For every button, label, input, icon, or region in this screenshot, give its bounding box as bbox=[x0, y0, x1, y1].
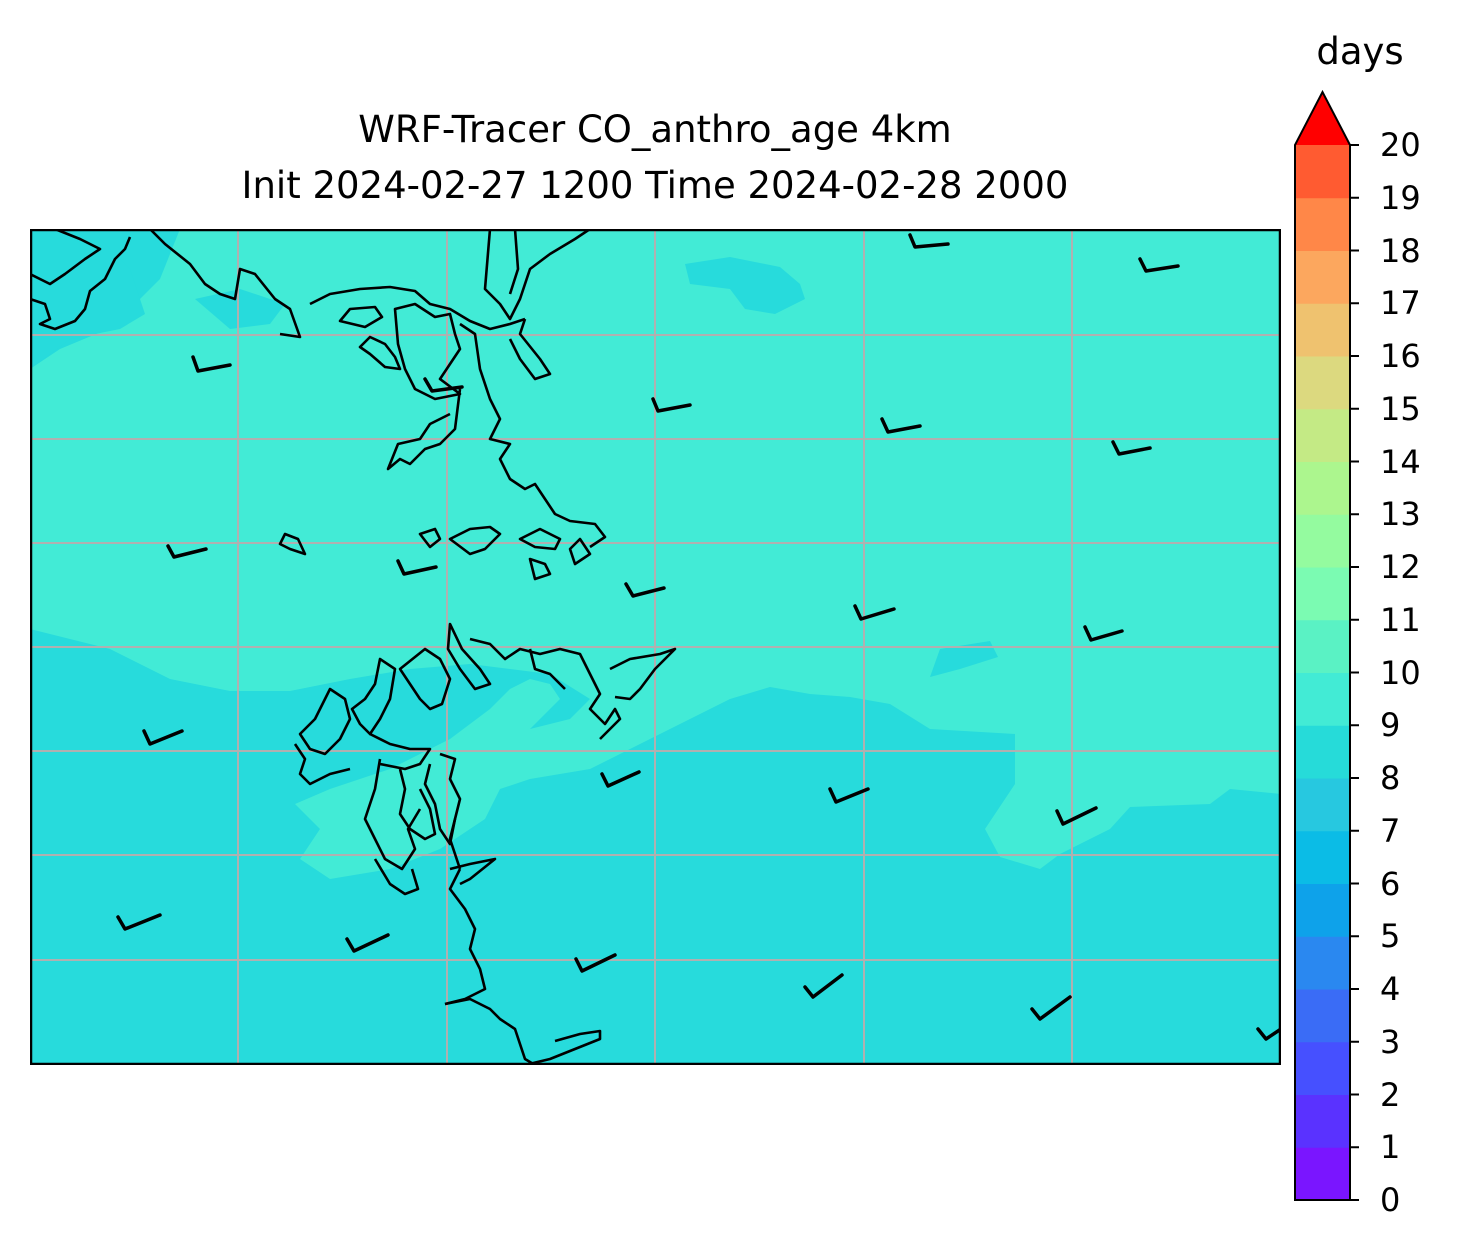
wind-barb bbox=[1138, 257, 1180, 273]
colorbar-segment bbox=[1295, 356, 1350, 410]
coastlines bbox=[30, 229, 677, 1065]
colorbar-extend-arrow bbox=[1295, 92, 1350, 145]
wind-barb bbox=[1055, 806, 1098, 826]
wind-barb bbox=[142, 729, 184, 746]
colorbar-tick-label: 2 bbox=[1380, 1075, 1401, 1114]
colorbar-segment bbox=[1295, 250, 1350, 304]
colorbar-tick-label: 4 bbox=[1380, 970, 1401, 1008]
chart-title: WRF-Tracer CO_anthro_age 4km bbox=[358, 108, 952, 151]
colorbar-tick-label: 16 bbox=[1380, 337, 1421, 375]
wind-barb bbox=[908, 233, 950, 249]
wind-barb bbox=[853, 604, 896, 621]
colorbar-segment bbox=[1295, 514, 1350, 568]
field-blob-top bbox=[685, 257, 805, 314]
colorbar-segment bbox=[1295, 408, 1350, 462]
colorbar-tick-label: 17 bbox=[1380, 284, 1421, 323]
colorbar-segment bbox=[1295, 883, 1350, 937]
wind-barb bbox=[624, 582, 666, 598]
wind-barb bbox=[166, 544, 208, 559]
colorbar-segment bbox=[1295, 197, 1350, 251]
colorbar-tick-label: 0 bbox=[1380, 1181, 1401, 1219]
wind-barb bbox=[880, 417, 922, 434]
colorbar-segment bbox=[1295, 461, 1350, 515]
colorbar-segment bbox=[1295, 567, 1350, 621]
wind-barb bbox=[1256, 1027, 1281, 1041]
field-blob-mid bbox=[195, 289, 285, 329]
colorbar-segment bbox=[1295, 936, 1350, 990]
chart-subtitle: Init 2024-02-27 1200 Time 2024-02-28 200… bbox=[241, 164, 1069, 207]
colorbar-tick-label: 1 bbox=[1380, 1128, 1401, 1167]
colorbar-segment bbox=[1295, 989, 1350, 1043]
wind-barb bbox=[345, 933, 390, 953]
colorbar-tick-label: 15 bbox=[1380, 389, 1421, 428]
colorbar-segment bbox=[1295, 672, 1350, 726]
wind-barb bbox=[651, 397, 692, 413]
wind-barb bbox=[1030, 995, 1072, 1021]
colorbar-tick-label: 14 bbox=[1380, 442, 1421, 481]
wind-barb bbox=[423, 377, 464, 393]
colorbar-segment bbox=[1295, 830, 1350, 884]
colorbar-segment bbox=[1295, 778, 1350, 832]
wind-barb bbox=[600, 770, 641, 788]
wind-barb bbox=[803, 973, 844, 999]
wind-barbs bbox=[116, 233, 1281, 1041]
map-border bbox=[30, 229, 1281, 1065]
colorbar-tick-label: 3 bbox=[1380, 1022, 1401, 1061]
colorbar-tick-label: 10 bbox=[1380, 653, 1421, 692]
colorbar-tick-label: 11 bbox=[1380, 600, 1421, 639]
wind-barb bbox=[1111, 440, 1152, 456]
wind-barb bbox=[116, 913, 162, 931]
colorbar-tick-label: 12 bbox=[1380, 548, 1421, 586]
colorbar-tick-label: 13 bbox=[1380, 495, 1421, 534]
colorbar-segment bbox=[1295, 1147, 1350, 1201]
map-panel bbox=[30, 229, 1281, 1065]
colorbar-unit-label: days bbox=[1316, 30, 1404, 73]
colorbar-tick-label: 19 bbox=[1380, 178, 1421, 217]
wind-barb bbox=[191, 355, 232, 373]
wind-barb bbox=[1083, 625, 1124, 642]
colorbar bbox=[1294, 89, 1359, 1201]
colorbar-segment bbox=[1295, 725, 1350, 779]
field-blob-east bbox=[930, 641, 998, 677]
colorbar-segment bbox=[1295, 303, 1350, 357]
colorbar-segment bbox=[1295, 1094, 1350, 1148]
colorbar-tick-label: 18 bbox=[1380, 231, 1421, 270]
colorbar-tick-label: 7 bbox=[1380, 811, 1401, 850]
colorbar-segment bbox=[1295, 1041, 1350, 1095]
colorbar-outline bbox=[1294, 89, 1351, 1201]
wind-barb bbox=[396, 559, 438, 576]
colorbar-tick-label: 9 bbox=[1380, 706, 1401, 745]
colorbar-tick-label: 5 bbox=[1380, 917, 1401, 956]
colorbar-tick-label: 6 bbox=[1380, 864, 1401, 903]
colorbar-tick-label: 20 bbox=[1380, 126, 1421, 164]
colorbar-tick-label: 8 bbox=[1380, 759, 1401, 797]
wind-barb bbox=[828, 787, 870, 804]
colorbar-segment bbox=[1295, 145, 1350, 199]
wind-barb bbox=[574, 953, 617, 973]
colorbar-segment bbox=[1295, 619, 1350, 673]
